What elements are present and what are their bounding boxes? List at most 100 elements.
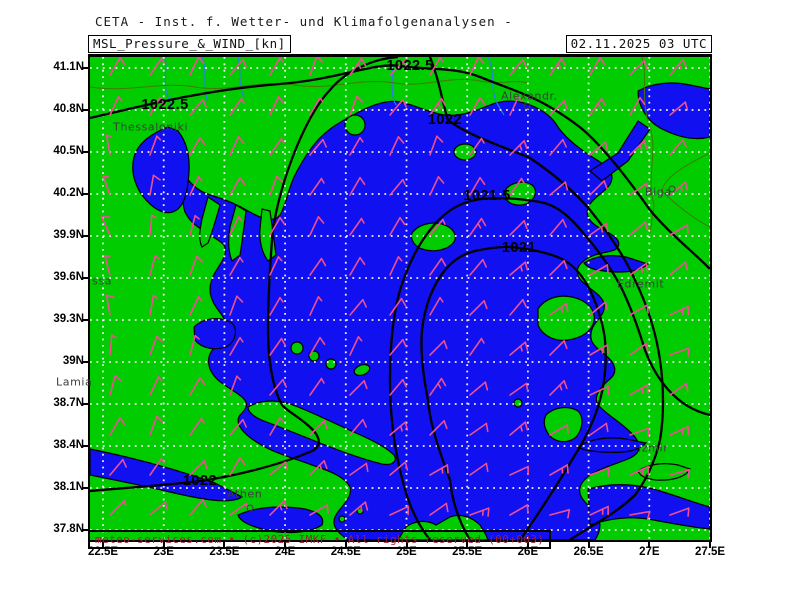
wind-barb-segment (684, 181, 689, 191)
wind-barb-segment (644, 221, 649, 231)
wind-barb-segment (669, 347, 690, 356)
wind-barb-segment (194, 214, 200, 220)
wind-barb-segment (509, 341, 527, 356)
wind-barb-segment (110, 334, 117, 339)
wind-barb-segment (199, 376, 206, 386)
chalkidiki-finger-2 (228, 204, 247, 262)
river-evros (487, 57, 505, 116)
wind-barb-segment (669, 425, 689, 436)
wind-barb-segment (277, 256, 283, 262)
wind-barb-segment (469, 462, 488, 476)
wind-barb-segment (522, 58, 528, 68)
wind-barb-segment (679, 185, 683, 192)
wind-barb-segment (404, 461, 409, 471)
wind-barb-segment (349, 217, 363, 236)
chios-island (543, 406, 583, 443)
map-canvas (88, 55, 712, 542)
wind-barb-segment (349, 418, 364, 436)
wind-barb-segment (566, 464, 569, 474)
wind-barb-segment (429, 377, 443, 396)
wind-barb-segment (189, 376, 201, 396)
river-1 (164, 57, 173, 110)
isobar-value-label: 1021.5 (463, 188, 511, 204)
wind-barb-segment (320, 257, 327, 267)
wind-barb-segment (404, 421, 409, 431)
lat-tick (82, 361, 89, 363)
wind-barb-segment (639, 96, 646, 106)
wind-barb-segment (359, 256, 366, 266)
wind-barb-segment (429, 296, 441, 316)
wind-barb-segment (229, 456, 241, 476)
lon-tick (709, 541, 711, 548)
wind-barb-segment (397, 256, 403, 262)
wind-barb-segment (189, 214, 196, 236)
wind-barb-segment (589, 180, 605, 196)
wind-barb-segment (519, 345, 523, 352)
wind-barb-segment (509, 465, 529, 476)
wind-barb-segment (549, 100, 565, 116)
wind-barb-segment (589, 344, 609, 356)
wind-barb-segment (279, 216, 286, 226)
wind-barb-segment (282, 378, 288, 388)
wind-barb-segment (309, 177, 323, 196)
lon-tick (223, 541, 226, 548)
wind-barb-segment (479, 176, 486, 186)
wind-barb-segment (429, 135, 438, 156)
wind-barb-segment (149, 135, 158, 156)
wind-barb-segment (229, 176, 241, 196)
wind-barb-segment (149, 214, 153, 236)
wind-barb-segment (549, 138, 564, 156)
wind-barb-segment (119, 416, 126, 426)
wind-barb-segment (276, 175, 284, 183)
wind-barb-segment (309, 336, 321, 356)
wind-barb-segment (359, 505, 363, 512)
wind-barb-segment (509, 220, 525, 236)
wind-barb-segment (439, 296, 444, 303)
wind-barb-segment (239, 456, 246, 466)
wind-barb-segment (604, 301, 609, 311)
wind-barb-segment (469, 217, 483, 236)
wind-barb-segment (640, 266, 644, 273)
wind-barb-segment (563, 380, 568, 390)
wind-barb-segment (360, 217, 365, 224)
wind-barb-segment (600, 226, 604, 233)
wind-barb-segment (557, 62, 562, 69)
river-3 (237, 57, 245, 98)
wind-barb-segment (687, 507, 690, 517)
wind-barb-segment (549, 340, 565, 356)
wind-barb-segment (629, 465, 649, 476)
wind-barb-segment (363, 380, 368, 390)
wind-barb-segment (687, 469, 691, 479)
wind-barb-segment (629, 304, 649, 316)
wind-barb-segment (360, 57, 367, 67)
wind-barb-segment (389, 378, 404, 396)
wind-barb-segment (389, 256, 400, 276)
lon-tick (102, 541, 104, 548)
lat-tick (82, 67, 89, 69)
lat-axis-label: 40.8N (53, 103, 84, 115)
wind-barb-segment (323, 460, 328, 470)
wind-barb-segment (440, 377, 447, 387)
wind-barb-segment (469, 507, 490, 516)
river-2 (201, 57, 209, 103)
lon-axis-label: 25.5E (452, 546, 483, 558)
wind-barb-segment (229, 216, 240, 236)
wind-barb-segment (229, 256, 241, 276)
wind-barb-segment (524, 421, 529, 431)
wind-barb-segment (604, 141, 609, 151)
wind-barb-segment (429, 420, 445, 436)
wind-barb-segment (485, 462, 489, 473)
lon-axis-label: 27E (639, 546, 660, 558)
saronic-island-1 (338, 515, 346, 523)
wind-barb-segment (279, 416, 284, 423)
wind-barb-segment (678, 63, 682, 70)
border-turkey-inland (661, 152, 710, 228)
wind-barb-segment (669, 382, 688, 396)
border-evros (641, 57, 655, 234)
wind-barb-segment (524, 341, 529, 351)
lat-axis-label: 39.6N (53, 271, 84, 283)
wind-barb-segment (239, 256, 244, 263)
city-marker (523, 102, 531, 110)
lon-tick (405, 541, 408, 548)
